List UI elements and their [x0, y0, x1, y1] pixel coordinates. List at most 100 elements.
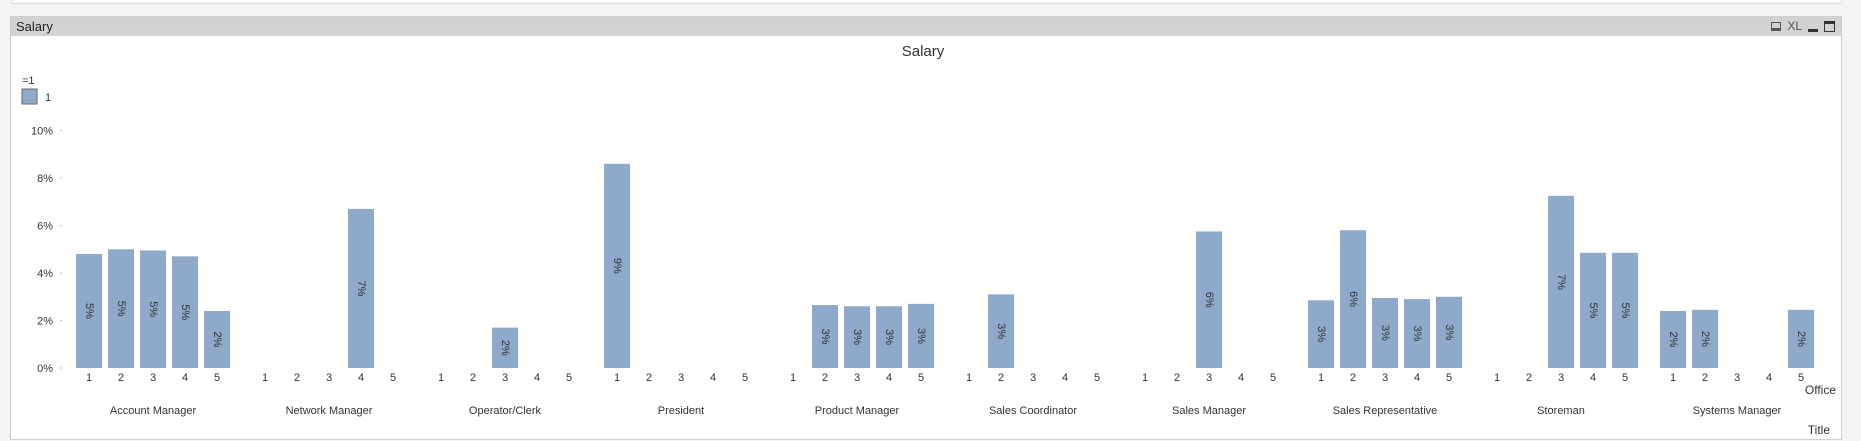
x-tick-label-office: 1	[438, 372, 444, 384]
y-tick-label: 2%	[37, 316, 53, 328]
bar	[1340, 230, 1366, 368]
bar	[1308, 300, 1334, 368]
x-tick-label-office: 5	[566, 372, 572, 384]
x-tick-label-office: 4	[1414, 372, 1420, 384]
x-tick-label-office: 2	[118, 372, 124, 384]
bar	[108, 249, 134, 368]
y-tick-label: 6%	[37, 221, 53, 233]
x-tick-label-office: 2	[998, 372, 1004, 384]
x-group-label-title: Network Manager	[286, 405, 373, 417]
x-tick-label-office: 3	[1206, 372, 1212, 384]
xl-export-icon[interactable]: XL	[1787, 19, 1802, 33]
data-label: 2%	[211, 332, 223, 348]
data-label: 2%	[1795, 331, 1807, 347]
x-tick-label-office: 3	[854, 372, 860, 384]
x-tick-label-office: 4	[710, 372, 716, 384]
bar	[172, 256, 198, 368]
salary-chart-panel: Salary XL	[10, 16, 1842, 440]
x-tick-label-office: 3	[502, 372, 508, 384]
x-tick-label-office: 2	[1350, 372, 1356, 384]
x-tick-label-office: 4	[1590, 372, 1596, 384]
x-tick-label-office: 1	[86, 372, 92, 384]
x-tick-label-office: 5	[1094, 372, 1100, 384]
y-tick-label: 0%	[37, 363, 53, 375]
x-tick-label-office: 4	[1766, 372, 1772, 384]
x-group-label-title: Sales Representative	[1333, 405, 1438, 417]
x-group-label-title: Sales Manager	[1172, 405, 1246, 417]
data-label: 3%	[1379, 325, 1391, 341]
legend-swatch	[21, 88, 38, 105]
x-tick-label-office: 5	[1270, 372, 1276, 384]
bar	[1404, 299, 1430, 368]
minimize-icon[interactable]	[1808, 28, 1818, 32]
print-icon[interactable]	[1771, 21, 1782, 31]
data-label: 7%	[1555, 274, 1567, 290]
x-group-label-title: Sales Coordinator	[989, 405, 1077, 417]
bar	[1580, 252, 1606, 368]
data-label: 6%	[1347, 291, 1359, 307]
x-tick-label-office: 2	[1526, 372, 1532, 384]
data-label: 5%	[147, 301, 159, 317]
x-tick-label-office: 2	[294, 372, 300, 384]
data-label: 2%	[499, 340, 511, 356]
x-tick-label-office: 1	[966, 372, 972, 384]
bar	[348, 208, 374, 368]
x-tick-label-office: 1	[1318, 372, 1324, 384]
data-label: 3%	[995, 323, 1007, 339]
bar	[1612, 252, 1638, 368]
x-tick-label-office: 4	[534, 372, 540, 384]
x-tick-label-office: 1	[614, 372, 620, 384]
x-group-label-title: Systems Manager	[1693, 405, 1782, 417]
bar	[844, 306, 870, 368]
x-tick-label-office: 2	[822, 372, 828, 384]
x-tick-label-office: 4	[1062, 372, 1068, 384]
data-label: 2%	[1667, 332, 1679, 348]
x-tick-label-office: 1	[790, 372, 796, 384]
x-tick-label-office: 2	[470, 372, 476, 384]
bar	[140, 250, 166, 368]
maximize-icon[interactable]	[1824, 20, 1835, 32]
x-tick-label-office: 5	[214, 372, 220, 384]
data-label: 3%	[1315, 326, 1327, 342]
x-tick-label-office: 4	[182, 372, 188, 384]
data-label: 5%	[1619, 302, 1631, 318]
bar	[492, 327, 518, 368]
data-label: 5%	[179, 304, 191, 320]
data-label: 6%	[1203, 292, 1215, 308]
bar	[1196, 231, 1222, 368]
x-tick-label-office: 3	[1382, 372, 1388, 384]
x-tick-label-office: 4	[1238, 372, 1244, 384]
panel-caption[interactable]: Salary XL	[11, 17, 1841, 36]
x-tick-label-office: 3	[678, 372, 684, 384]
chart-title: Salary	[902, 43, 945, 60]
x-tick-label-office: 2	[646, 372, 652, 384]
x-tick-label-office: 3	[326, 372, 332, 384]
y-tick-label: 8%	[37, 173, 53, 185]
top-toolbar-strip	[12, 0, 1842, 4]
x-axis-label-office: Office	[1805, 383, 1836, 397]
x-group-label-title: Product Manager	[815, 405, 900, 417]
x-tick-label-office: 5	[1622, 372, 1628, 384]
data-label: 3%	[915, 328, 927, 344]
x-tick-label-office: 5	[1446, 372, 1452, 384]
bar	[1372, 297, 1398, 368]
x-tick-label-office: 1	[1494, 372, 1500, 384]
data-label: 3%	[883, 329, 895, 345]
x-group-label-title: Operator/Clerk	[469, 405, 542, 417]
x-group-label-title: Storeman	[1537, 405, 1585, 417]
x-tick-label-office: 3	[1558, 372, 1564, 384]
x-tick-label-office: 5	[918, 372, 924, 384]
bar	[76, 254, 102, 368]
data-label: 7%	[355, 280, 367, 296]
x-tick-label-office: 5	[742, 372, 748, 384]
bar	[1660, 311, 1686, 368]
x-tick-label-office: 4	[886, 372, 892, 384]
x-axis-label-title: Title	[1808, 423, 1831, 437]
data-label: 9%	[611, 258, 623, 274]
bar	[812, 305, 838, 368]
data-label: 3%	[1411, 326, 1423, 342]
data-label: 2%	[1699, 331, 1711, 347]
data-label: 3%	[1443, 324, 1455, 340]
panel-title: Salary	[16, 19, 53, 34]
